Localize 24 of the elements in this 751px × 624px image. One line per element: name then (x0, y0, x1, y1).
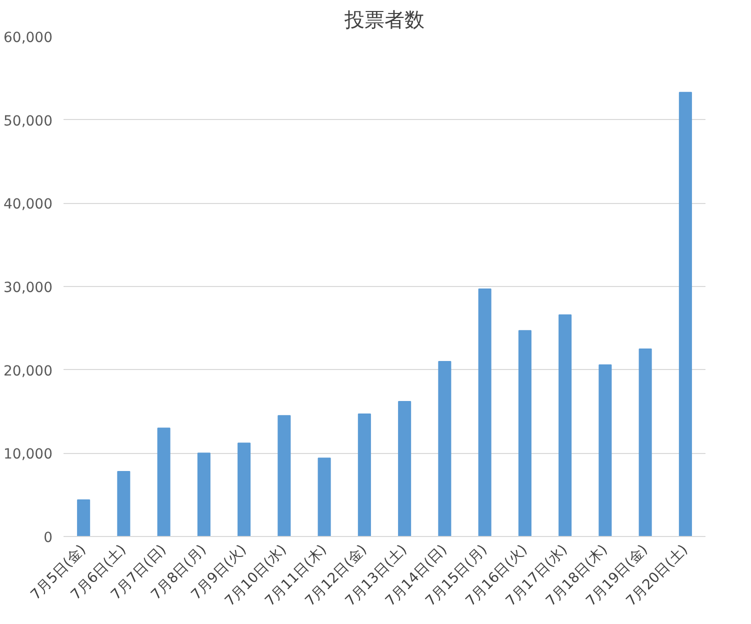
y-tick-label: 10,000 (4, 446, 53, 463)
bar (678, 92, 692, 536)
y-tick-label: 60,000 (4, 30, 53, 46)
bar (77, 499, 90, 536)
chart-title: 投票者数 (344, 8, 424, 32)
y-tick-label: 0 (44, 530, 53, 546)
bar (518, 330, 532, 536)
bar (438, 361, 452, 536)
y-tick-label: 50,000 (4, 113, 53, 130)
bar (558, 314, 572, 536)
bar (238, 442, 251, 536)
bar (398, 401, 412, 536)
bar (358, 414, 371, 536)
bar (278, 415, 291, 536)
bar (318, 458, 331, 536)
y-tick-label: 20,000 (4, 363, 53, 380)
bar (478, 288, 492, 536)
bar (157, 428, 170, 536)
y-tick-label: 30,000 (4, 280, 53, 296)
y-tick-label: 40,000 (4, 196, 53, 213)
bar (197, 452, 210, 536)
bar (117, 471, 130, 536)
bar (598, 364, 612, 536)
bar (638, 348, 652, 536)
